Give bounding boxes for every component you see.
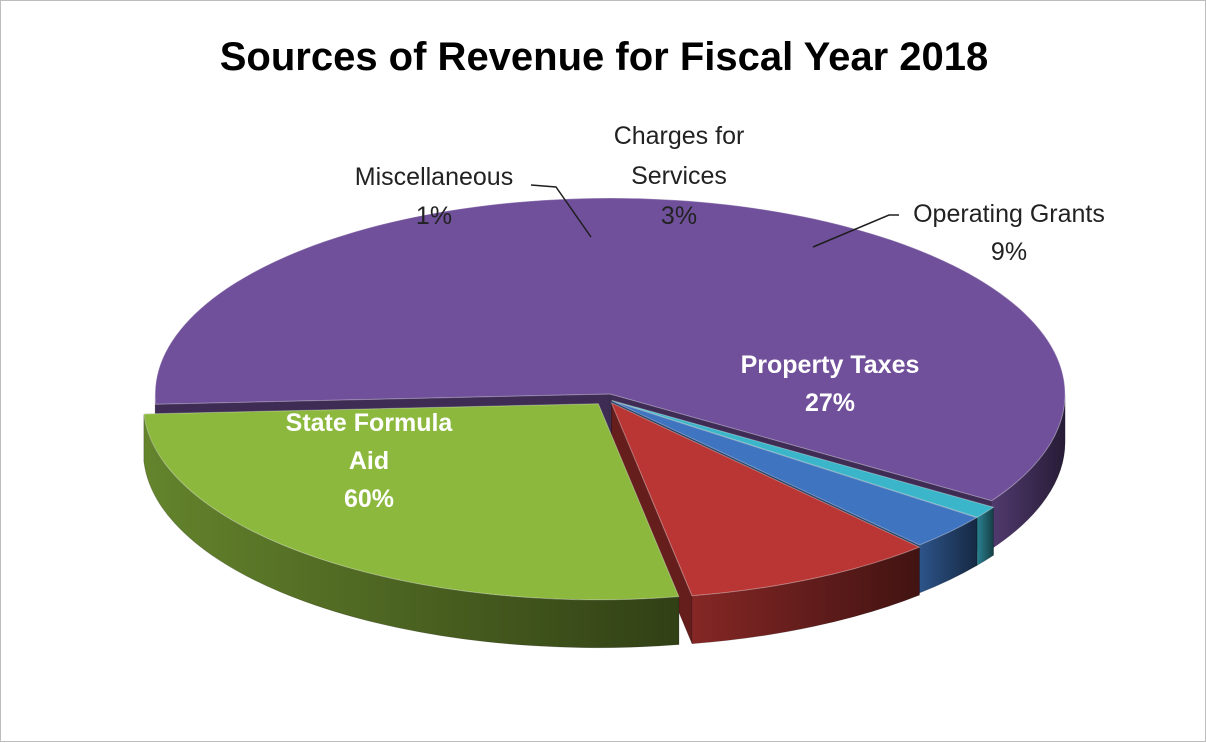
label-miscellaneous-4: 1% — [416, 202, 452, 230]
label-charges-for-services-5: Charges for — [614, 122, 745, 150]
pie-slice-miscellaneous — [611, 399, 995, 518]
pie-slice-charges-for-services — [611, 400, 978, 546]
label-miscellaneous-3: Miscellaneous — [355, 163, 513, 191]
label-charges-for-services-6: Services — [631, 162, 727, 190]
leader-line-miscellaneous — [530, 184, 592, 238]
pie-slice-property-taxes — [143, 403, 680, 601]
label-state-formula-aid-2: 60% — [344, 485, 394, 513]
label-property-taxes-10: Property Taxes — [741, 351, 920, 379]
label-state-formula-aid-0: State Formula — [286, 409, 454, 437]
pie-slice-operating-grants — [610, 401, 921, 597]
leader-line-operating-grants — [812, 214, 899, 248]
label-state-formula-aid-1: Aid — [349, 447, 389, 475]
chart-title: Sources of Revenue for Fiscal Year 2018 — [219, 35, 989, 79]
label-charges-for-services-7: 3% — [661, 202, 697, 230]
label-operating-grants-9: 9% — [991, 238, 1027, 266]
label-property-taxes-11: 27% — [805, 389, 855, 417]
label-operating-grants-8: Operating Grants — [913, 200, 1105, 228]
pie-slice-state-formula-aid — [154, 197, 1066, 502]
